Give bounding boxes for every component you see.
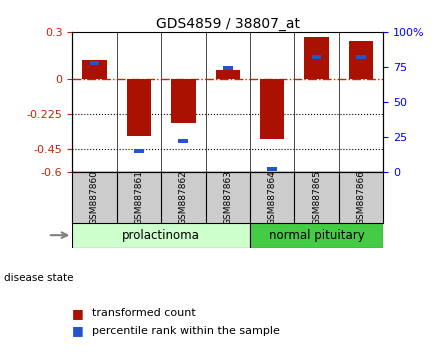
- Bar: [223, 66, 233, 70]
- Bar: [72, 223, 250, 248]
- Bar: [356, 55, 366, 59]
- Text: ■: ■: [72, 307, 84, 320]
- Bar: [260, 79, 284, 139]
- Bar: [127, 79, 151, 136]
- Bar: [267, 167, 277, 171]
- Text: GSM887866: GSM887866: [357, 170, 366, 225]
- Title: GDS4859 / 38807_at: GDS4859 / 38807_at: [156, 17, 300, 31]
- Bar: [312, 55, 321, 59]
- Text: GSM887865: GSM887865: [312, 170, 321, 225]
- Text: percentile rank within the sample: percentile rank within the sample: [92, 326, 280, 336]
- Bar: [178, 139, 188, 143]
- Bar: [82, 60, 107, 79]
- Text: normal pituitary: normal pituitary: [269, 229, 364, 242]
- Bar: [349, 41, 373, 79]
- Text: GSM887861: GSM887861: [134, 170, 143, 225]
- Bar: [134, 149, 144, 153]
- Text: ■: ■: [72, 325, 84, 337]
- Text: GSM887862: GSM887862: [179, 170, 188, 225]
- Bar: [215, 70, 240, 79]
- Text: disease state: disease state: [4, 273, 74, 283]
- Bar: [250, 223, 383, 248]
- Text: GSM887864: GSM887864: [268, 170, 277, 225]
- Text: prolactinoma: prolactinoma: [122, 229, 200, 242]
- Bar: [304, 36, 329, 79]
- Text: transformed count: transformed count: [92, 308, 196, 318]
- Text: GSM887860: GSM887860: [90, 170, 99, 225]
- Bar: [90, 61, 99, 65]
- Bar: [171, 79, 195, 123]
- Text: GSM887863: GSM887863: [223, 170, 232, 225]
